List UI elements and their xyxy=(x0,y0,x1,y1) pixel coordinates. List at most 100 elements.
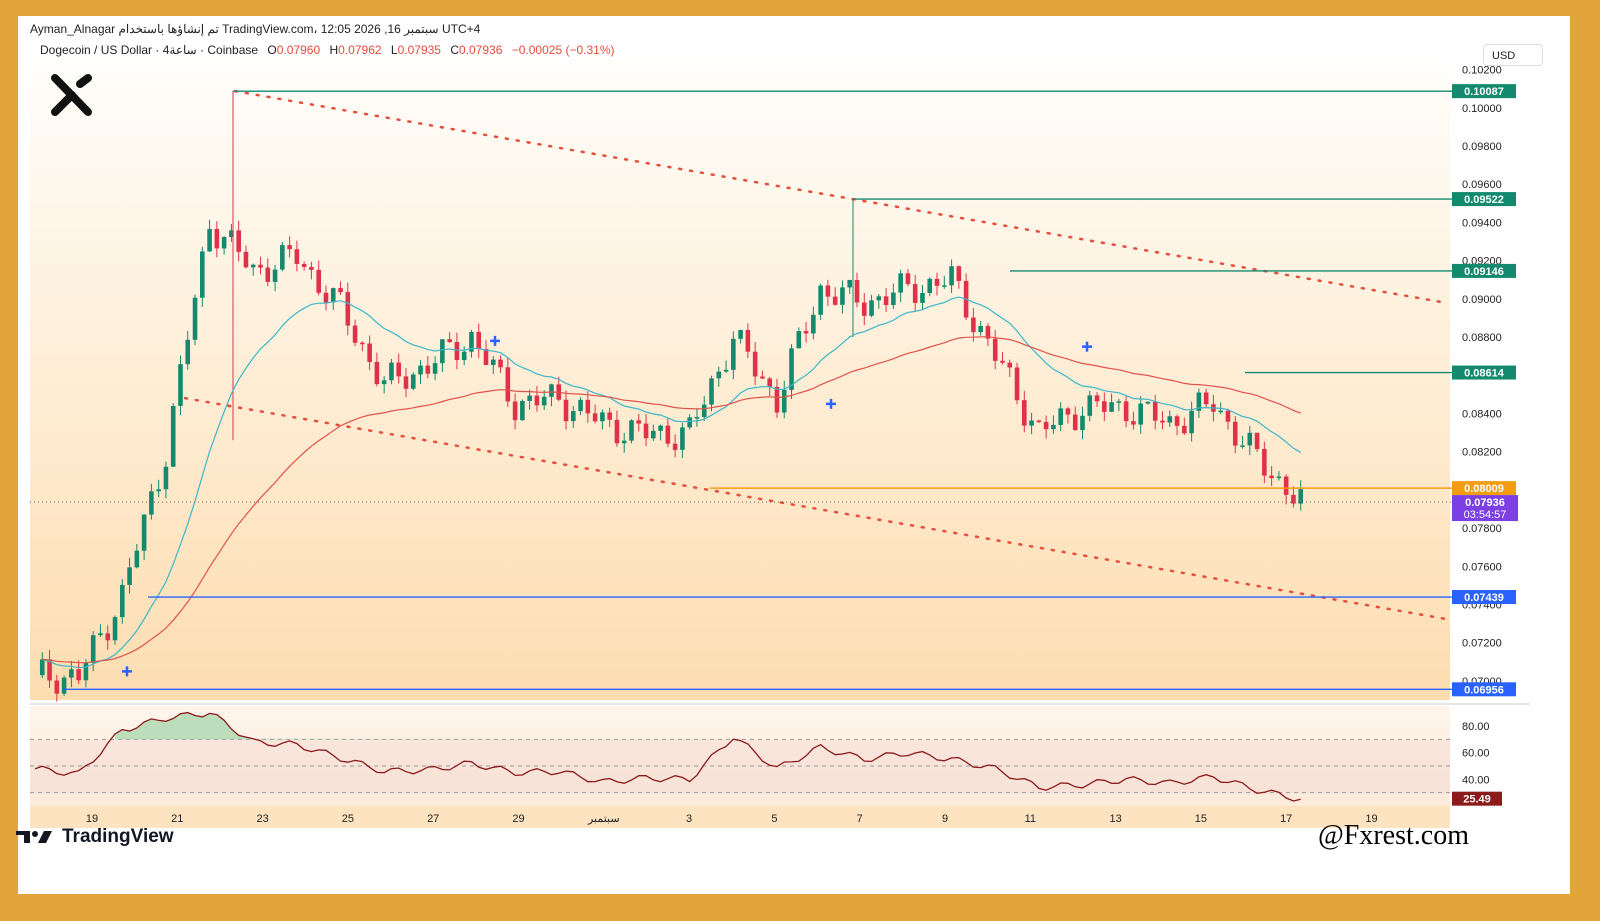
candle-body[interactable] xyxy=(636,420,642,424)
candle-body[interactable] xyxy=(941,285,947,287)
candle-body[interactable] xyxy=(629,420,634,441)
candle-body[interactable] xyxy=(527,395,532,401)
candle-body[interactable] xyxy=(1022,400,1027,426)
symbol-name[interactable]: Dogecoin / US Dollar · 4ساعة · Coinbase xyxy=(40,43,259,57)
candle-body[interactable] xyxy=(410,374,416,389)
candle-body[interactable] xyxy=(570,411,576,422)
candle-body[interactable] xyxy=(280,245,285,270)
candle-body[interactable] xyxy=(1182,425,1187,434)
candle-body[interactable] xyxy=(621,440,627,444)
candle-body[interactable] xyxy=(643,423,649,439)
candle-body[interactable] xyxy=(1029,420,1034,426)
candle-body[interactable] xyxy=(1007,362,1013,368)
candle-body[interactable] xyxy=(330,288,336,303)
candle-body[interactable] xyxy=(367,343,372,362)
candle-body[interactable] xyxy=(781,389,787,413)
candle-body[interactable] xyxy=(476,331,482,350)
candle-body[interactable] xyxy=(1167,416,1173,423)
candle-body[interactable] xyxy=(651,430,656,439)
candle-body[interactable] xyxy=(883,296,889,306)
currency-button[interactable]: USD xyxy=(1483,44,1543,66)
candle-body[interactable] xyxy=(214,228,220,249)
candle-body[interactable] xyxy=(731,338,736,370)
candle-body[interactable] xyxy=(250,264,256,268)
candle-body[interactable] xyxy=(956,266,962,281)
candle-body[interactable] xyxy=(738,330,743,339)
candle-body[interactable] xyxy=(534,395,540,406)
candle-body[interactable] xyxy=(614,419,620,444)
candle-body[interactable] xyxy=(716,371,722,379)
candle-body[interactable] xyxy=(665,425,671,444)
candle-body[interactable] xyxy=(76,669,81,681)
candle-body[interactable] xyxy=(200,251,205,298)
candle-body[interactable] xyxy=(971,317,976,333)
candle-body[interactable] xyxy=(69,669,74,678)
candle-body[interactable] xyxy=(1203,392,1209,405)
candle-body[interactable] xyxy=(170,405,176,467)
candle-body[interactable] xyxy=(723,369,729,372)
candle-body[interactable] xyxy=(585,399,591,414)
candle-body[interactable] xyxy=(236,230,241,252)
candle-body[interactable] xyxy=(61,677,67,694)
candle-body[interactable] xyxy=(1065,408,1071,415)
candle-body[interactable] xyxy=(1189,410,1194,434)
candle-body[interactable] xyxy=(825,285,831,297)
candle-body[interactable] xyxy=(454,342,460,361)
candle-body[interactable] xyxy=(163,466,169,490)
candle-body[interactable] xyxy=(389,362,394,381)
candle-body[interactable] xyxy=(1283,476,1289,495)
candle-body[interactable] xyxy=(447,339,452,343)
candle-body[interactable] xyxy=(891,292,896,306)
candle-body[interactable] xyxy=(1160,420,1165,423)
candle-body[interactable] xyxy=(39,659,45,676)
candle-body[interactable] xyxy=(1240,445,1245,447)
candle-body[interactable] xyxy=(709,378,714,405)
candle-body[interactable] xyxy=(1298,489,1304,504)
candle-body[interactable] xyxy=(54,680,60,694)
candle-body[interactable] xyxy=(1254,432,1260,450)
candle-body[interactable] xyxy=(1145,401,1151,404)
candle-body[interactable] xyxy=(1225,410,1231,422)
candle-body[interactable] xyxy=(374,361,380,385)
candle-body[interactable] xyxy=(1123,401,1129,422)
candle-body[interactable] xyxy=(1131,421,1136,425)
candle-body[interactable] xyxy=(927,278,933,293)
candle-body[interactable] xyxy=(316,269,321,293)
candle-body[interactable] xyxy=(992,338,998,361)
candle-body[interactable] xyxy=(1102,401,1107,412)
candle-body[interactable] xyxy=(796,331,802,349)
candle-body[interactable] xyxy=(832,296,838,305)
candle-body[interactable] xyxy=(512,401,518,421)
candle-body[interactable] xyxy=(83,662,89,681)
candle-body[interactable] xyxy=(985,326,991,339)
candle-body[interactable] xyxy=(352,325,358,343)
candle-body[interactable] xyxy=(1138,403,1143,425)
candle-body[interactable] xyxy=(789,348,794,390)
candle-body[interactable] xyxy=(847,279,853,288)
candle-body[interactable] xyxy=(483,349,489,366)
candle-body[interactable] xyxy=(127,567,132,585)
candle-body[interactable] xyxy=(803,331,809,334)
candle-body[interactable] xyxy=(338,288,343,293)
candle-body[interactable] xyxy=(112,617,118,641)
candle-body[interactable] xyxy=(549,384,554,397)
candle-body[interactable] xyxy=(461,351,467,361)
candle-body[interactable] xyxy=(520,400,525,421)
candle-body[interactable] xyxy=(141,514,147,551)
candle-body[interactable] xyxy=(934,278,940,286)
candle-body[interactable] xyxy=(432,363,438,374)
candle-body[interactable] xyxy=(396,362,402,377)
candle-body[interactable] xyxy=(818,285,823,315)
candle-body[interactable] xyxy=(1087,395,1093,416)
candle-body[interactable] xyxy=(272,269,278,282)
candle-body[interactable] xyxy=(767,378,773,387)
candle-body[interactable] xyxy=(498,359,503,368)
candle-body[interactable] xyxy=(563,399,569,422)
candle-body[interactable] xyxy=(912,284,918,303)
candle-body[interactable] xyxy=(490,359,496,366)
candle-body[interactable] xyxy=(287,245,292,250)
candle-body[interactable] xyxy=(1196,392,1202,411)
candle-body[interactable] xyxy=(309,266,314,270)
candle-body[interactable] xyxy=(1262,449,1267,476)
candle-body[interactable] xyxy=(680,427,685,450)
